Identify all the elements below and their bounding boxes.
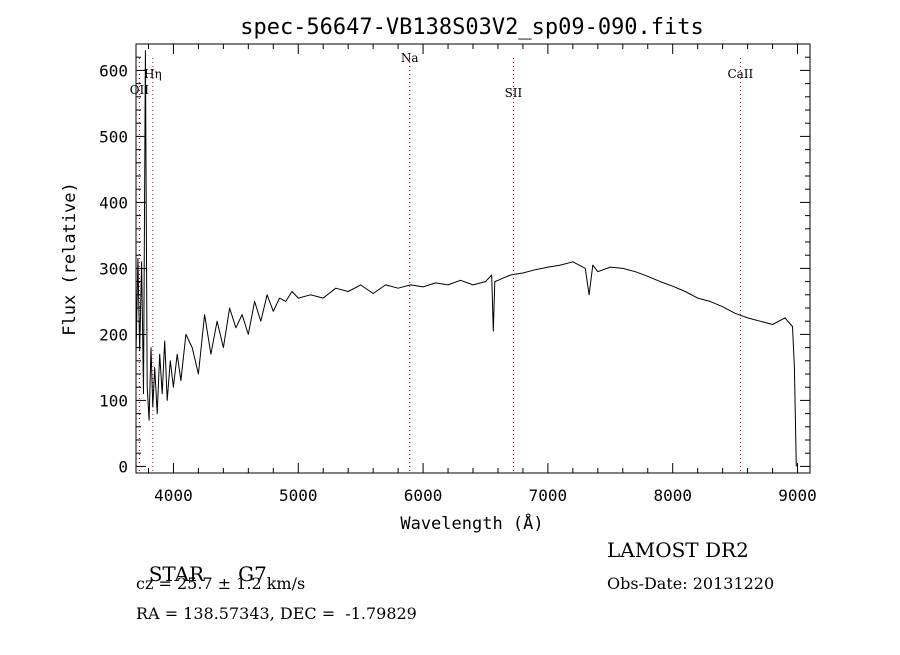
- spectral-line-label: SII: [505, 86, 523, 100]
- x-tick-label: 8000: [653, 486, 692, 505]
- survey-name: LAMOST DR2: [607, 538, 749, 562]
- chart-title: spec-56647-VB138S03V2_sp09-090.fits: [240, 15, 704, 40]
- y-tick-label: 300: [99, 259, 128, 278]
- x-tick-label: 9000: [778, 486, 817, 505]
- redshift-cz: cz = 25.7 ± 1.2 km/s: [136, 574, 306, 593]
- plot-frame: [135, 43, 811, 474]
- y-tick-label: 600: [99, 61, 128, 80]
- spectrum-line-0: [135, 50, 797, 467]
- spectral-line-label: CaII: [727, 67, 753, 81]
- coordinates: RA = 138.57343, DEC = -1.79829: [136, 604, 417, 623]
- spectral-class: STAR G7: [136, 538, 267, 586]
- y-tick-label: 500: [99, 127, 128, 146]
- spectral-line-label: Na: [401, 51, 419, 65]
- x-tick-label: 7000: [529, 486, 568, 505]
- y-tick-label: 400: [99, 193, 128, 212]
- y-axis-label: Flux (relative): [60, 182, 80, 336]
- y-axis: 0 100 200 300 400 500 600: [99, 56, 810, 476]
- observation-date: Obs-Date: 20131220: [607, 574, 775, 593]
- spectral-line-label: OII: [130, 83, 150, 97]
- y-tick-label: 200: [99, 325, 128, 344]
- x-tick-label: 5000: [279, 486, 318, 505]
- x-tick-label: 4000: [154, 486, 193, 505]
- object-subclass: G7: [238, 562, 267, 586]
- y-tick-label: 100: [99, 391, 128, 410]
- spectrum-series: [135, 50, 797, 467]
- object-class: STAR: [148, 562, 205, 586]
- x-axis: 4000 5000 6000 7000 8000 9000: [147, 44, 817, 505]
- spectral-line-markers: OII Hη Na SII CaII: [130, 51, 754, 473]
- spectral-line-label: Hη: [144, 67, 162, 81]
- y-tick-label: 0: [118, 457, 128, 476]
- x-tick-label: 6000: [404, 486, 443, 505]
- x-axis-label: Wavelength (Å): [400, 512, 543, 534]
